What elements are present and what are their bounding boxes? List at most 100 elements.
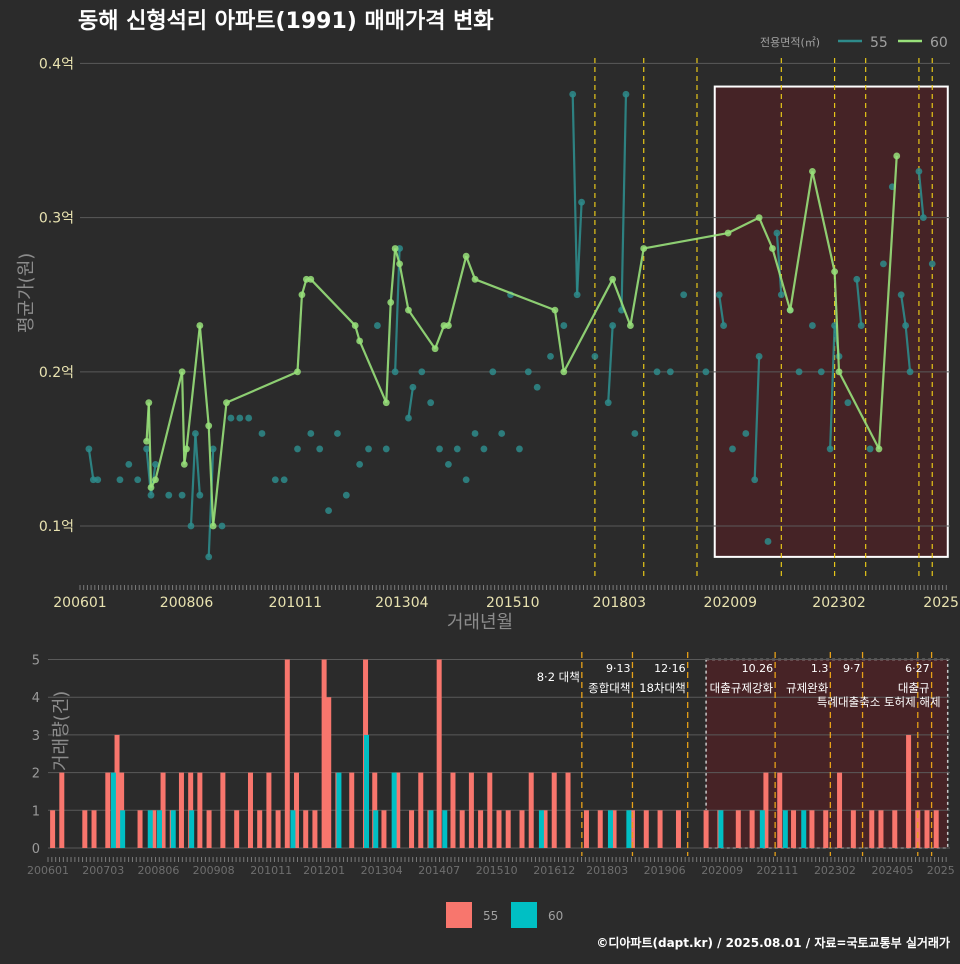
bar-55: [459, 810, 465, 848]
series-60-segment: [447, 255, 468, 326]
x-tick-label-volume: 202302: [814, 864, 856, 877]
bar-55: [284, 659, 290, 848]
bar-60: [170, 810, 176, 848]
data-point-55: [720, 322, 728, 329]
data-point-55: [533, 383, 541, 391]
bar-55: [657, 810, 663, 848]
data-point-60: [147, 484, 155, 491]
x-tick-label-volume: 201407: [418, 864, 460, 877]
y-tick-label-volume: 2: [32, 767, 40, 782]
series-60-segment: [207, 425, 215, 527]
data-point-55: [880, 260, 887, 268]
data-point-60: [180, 460, 188, 468]
bar-60: [391, 772, 397, 848]
bar-55: [178, 772, 184, 848]
x-tick-label-volume: 201906: [644, 864, 686, 877]
bar-60: [442, 810, 448, 848]
data-point-60: [178, 368, 186, 376]
data-point-55: [209, 445, 217, 453]
series-60-segment: [771, 248, 792, 311]
volume-chart: 0 1 2 3 4 5 8·2 대책 9·13 종합대책 12·16 18차대책 10.26 대출규제강…: [27, 652, 955, 877]
data-point-55: [85, 445, 93, 453]
data-point-60: [724, 229, 732, 237]
data-point-55: [325, 507, 332, 515]
x-tick-label: 200806: [160, 595, 214, 611]
data-point-60: [307, 275, 315, 283]
series-60-segment: [296, 294, 304, 372]
bar-55: [436, 659, 442, 848]
data-point-55: [715, 291, 723, 299]
bar-55: [519, 810, 525, 848]
series-55-segment: [775, 232, 783, 295]
data-point-55: [471, 430, 479, 437]
bar-55: [749, 810, 755, 848]
bar-55: [50, 810, 56, 848]
series-55-segment: [194, 433, 201, 496]
data-point-55: [897, 291, 905, 299]
data-point-55: [524, 368, 532, 376]
y-axis-label-price: 평균가(원): [16, 253, 37, 333]
series-55-segment: [917, 171, 925, 218]
series-60-segment: [226, 370, 298, 404]
data-point-55: [680, 291, 688, 299]
x-tick-label-volume: 201011: [250, 864, 292, 877]
data-point-55: [751, 476, 759, 484]
data-point-55: [409, 383, 417, 391]
data-point-55: [147, 491, 155, 499]
series-60-segment: [811, 171, 836, 272]
series-60-segment: [385, 302, 392, 403]
y-tick-label: 0.2억: [39, 365, 74, 381]
bar-55: [496, 810, 502, 848]
bar-60: [782, 810, 788, 848]
series-55-segment: [571, 94, 579, 295]
data-point-55: [178, 491, 186, 499]
data-point-60: [462, 252, 470, 260]
legend-label-60: 60: [930, 35, 948, 51]
data-point-55: [116, 476, 124, 484]
data-point-55: [382, 445, 390, 453]
bar-55: [565, 772, 571, 848]
series-55-segment: [394, 248, 401, 372]
bar-55: [611, 810, 617, 848]
legend-swatch-60: [511, 902, 537, 928]
series-55-segment: [900, 294, 907, 326]
x-tick-label: 202302: [812, 595, 865, 611]
series-60-segment: [833, 271, 841, 372]
bar-60: [607, 810, 613, 848]
series-55-segment: [407, 387, 414, 419]
bar-55: [703, 810, 709, 848]
series-55-segment: [87, 448, 95, 480]
legend-label-55: 55: [870, 35, 888, 51]
bar-55: [312, 810, 318, 848]
data-point-55: [498, 430, 506, 437]
data-point-55: [365, 445, 372, 453]
data-point-55: [604, 399, 612, 407]
bar-55: [206, 810, 212, 848]
data-point-55: [307, 430, 315, 437]
bar-55: [892, 810, 898, 848]
bar-60: [759, 810, 765, 848]
series-60-segment: [877, 155, 898, 449]
annotation-date: 9·13: [606, 662, 631, 675]
data-point-55: [906, 368, 914, 376]
x-tick-label-volume: 202111: [756, 864, 798, 877]
x-tick-label-volume: 200908: [193, 864, 235, 877]
data-point-60: [223, 399, 230, 407]
y-tick-label-volume: 1: [32, 804, 40, 819]
annotation-date: 9·7: [843, 662, 861, 675]
series-60-segment: [185, 325, 201, 450]
series-55-segment: [904, 325, 912, 372]
bar-55: [675, 810, 681, 848]
data-point-55: [808, 322, 816, 329]
bar-55: [303, 810, 309, 848]
data-point-55: [258, 430, 266, 437]
bar-60: [110, 772, 116, 848]
bar-55: [528, 772, 534, 848]
data-point-60: [351, 322, 359, 329]
legend-volume: 55 60: [446, 902, 563, 928]
bar-55: [266, 772, 272, 848]
annotation-text: 8·2 대책: [537, 670, 580, 684]
x-tick-label-volume: 202009: [701, 864, 743, 877]
data-point-55: [516, 445, 523, 453]
data-point-55: [316, 445, 324, 453]
